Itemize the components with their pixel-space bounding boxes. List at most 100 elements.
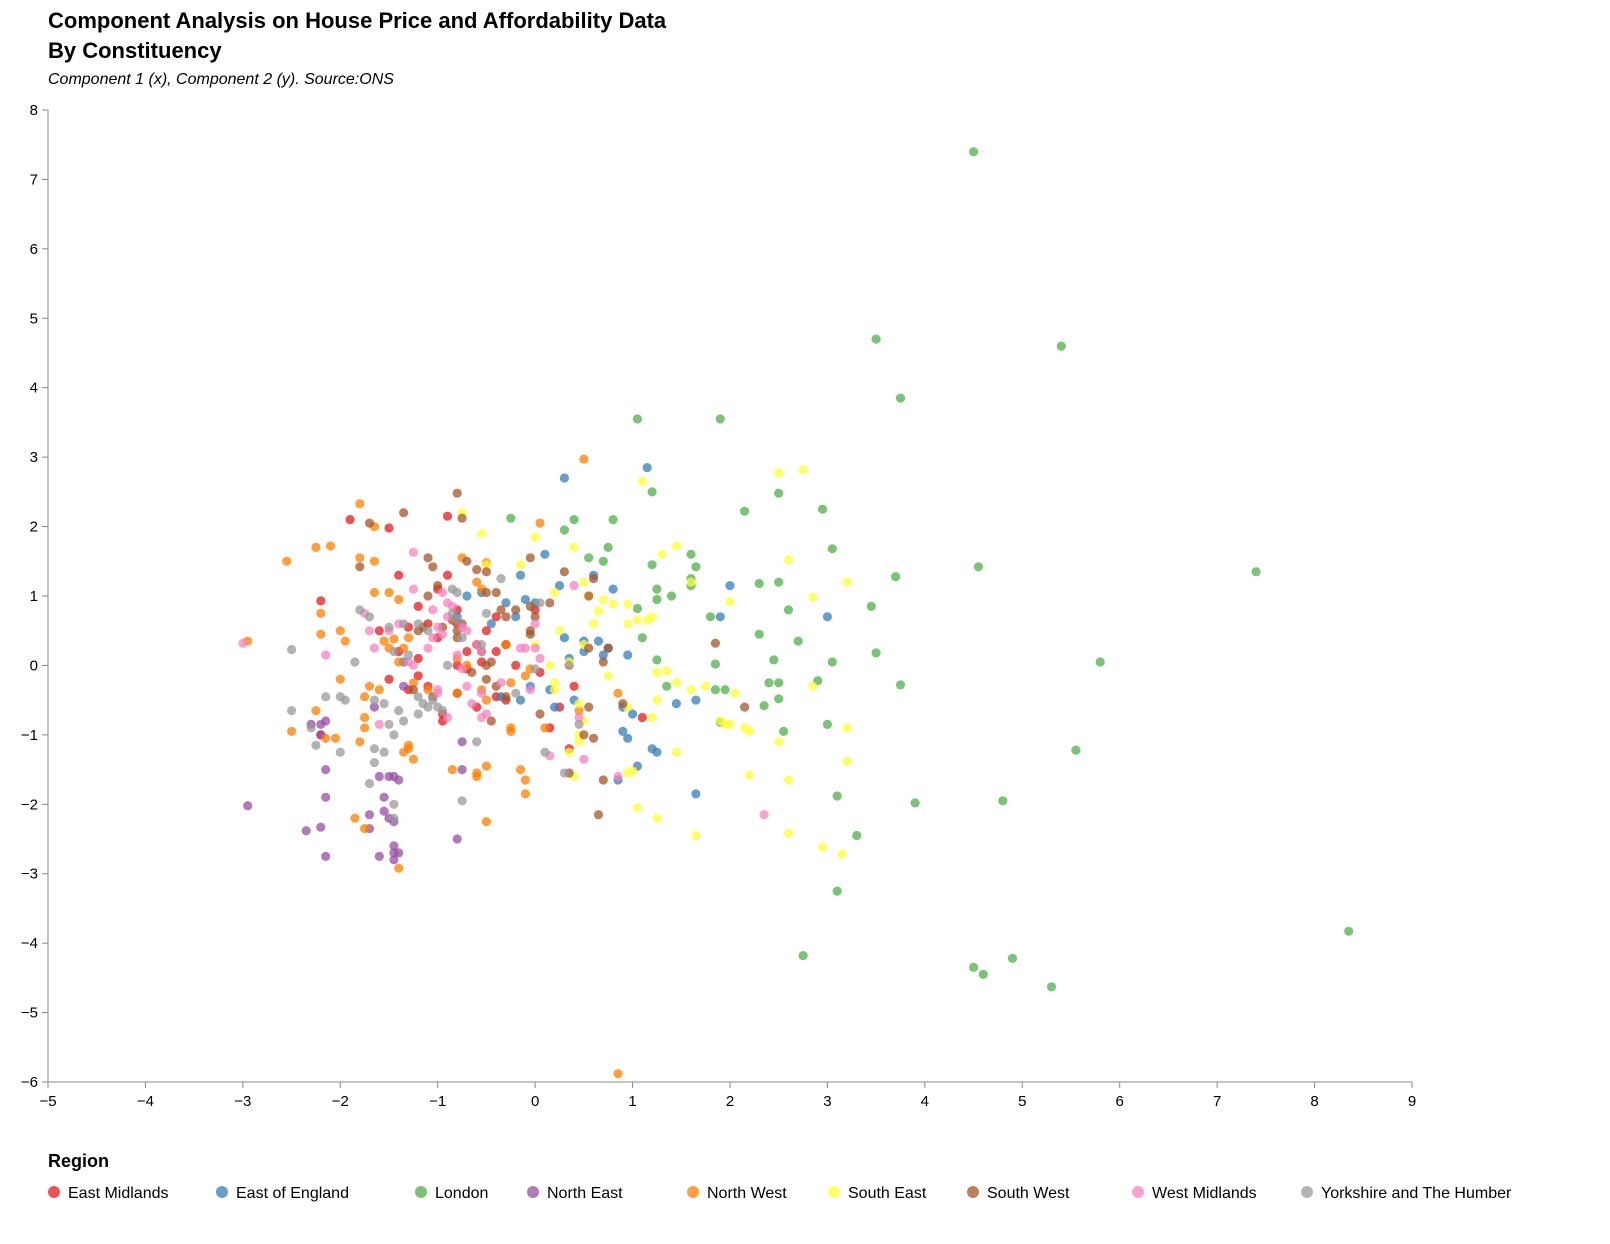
data-point	[584, 591, 594, 601]
data-point	[710, 638, 721, 648]
x-tick-label: −3	[234, 1093, 251, 1110]
data-point	[384, 587, 394, 598]
y-tick-label: −6	[21, 1074, 38, 1091]
data-point	[550, 587, 560, 598]
data-point	[462, 556, 472, 566]
data-point	[374, 719, 384, 730]
data-point	[686, 685, 696, 695]
data-point	[438, 587, 448, 598]
data-point	[871, 648, 881, 658]
chart-title-line-1: Component Analysis on House Price and Af…	[48, 8, 667, 33]
data-point	[496, 605, 506, 615]
data-point	[355, 605, 365, 615]
data-point	[559, 633, 570, 643]
data-point	[623, 650, 633, 660]
data-point	[335, 747, 345, 757]
data-point	[808, 681, 818, 691]
legend-label: East of England	[236, 1185, 349, 1202]
legend-swatch	[527, 1186, 539, 1198]
data-point	[969, 962, 979, 973]
data-point	[608, 599, 618, 609]
legend-swatch	[828, 1186, 840, 1198]
data-point	[335, 692, 345, 702]
data-point	[413, 653, 423, 664]
data-point	[321, 733, 331, 743]
data-point	[501, 598, 511, 608]
legend-label: London	[435, 1185, 488, 1202]
data-point	[671, 699, 682, 709]
data-point	[574, 712, 584, 723]
data-point	[408, 678, 418, 688]
data-point	[384, 523, 394, 533]
x-tick-label: 3	[823, 1093, 831, 1110]
data-point	[394, 706, 404, 716]
y-tick-label: 7	[30, 171, 38, 188]
data-point	[374, 851, 384, 862]
y-tick-label: 8	[30, 102, 38, 119]
data-point	[360, 712, 370, 723]
data-point	[394, 657, 404, 667]
data-point	[452, 615, 462, 625]
data-point	[652, 655, 662, 665]
data-point	[540, 723, 550, 733]
data-point	[452, 488, 462, 498]
data-point	[511, 688, 521, 698]
data-point	[1071, 745, 1081, 755]
data-point	[321, 692, 331, 702]
data-point	[335, 626, 345, 636]
data-point	[330, 733, 340, 743]
data-point	[691, 562, 701, 572]
data-point	[550, 702, 560, 712]
x-tick-label: 0	[531, 1093, 539, 1110]
data-point	[394, 863, 404, 873]
data-point	[515, 695, 526, 705]
data-point	[584, 643, 594, 653]
data-point	[822, 612, 833, 622]
data-point	[589, 733, 599, 743]
data-point	[282, 556, 292, 566]
data-point	[364, 626, 375, 636]
data-point	[511, 660, 521, 671]
data-point	[399, 716, 409, 726]
data-point	[740, 702, 750, 712]
data-point	[394, 594, 404, 605]
data-point	[593, 606, 604, 616]
y-tick-label: −2	[21, 796, 38, 813]
data-point	[730, 688, 740, 698]
data-point	[403, 650, 414, 660]
data-point	[360, 723, 370, 733]
data-point	[691, 830, 701, 841]
data-point	[491, 646, 501, 657]
data-point	[852, 830, 862, 841]
data-point	[433, 688, 443, 698]
data-point	[652, 813, 662, 823]
data-point	[827, 544, 837, 554]
data-point	[408, 685, 418, 695]
data-point	[350, 813, 360, 823]
data-point	[355, 499, 365, 509]
data-point	[433, 622, 443, 632]
data-point	[598, 556, 608, 566]
y-tick-label: −3	[21, 866, 38, 883]
data-point	[764, 678, 774, 688]
data-point	[579, 754, 589, 764]
data-point	[973, 562, 984, 572]
data-point	[710, 685, 721, 695]
data-point	[506, 678, 516, 688]
data-point	[1046, 982, 1057, 992]
data-point	[554, 581, 565, 591]
data-point	[355, 553, 365, 563]
data-point	[744, 770, 755, 780]
data-point	[550, 678, 560, 688]
data-point	[287, 706, 297, 716]
data-point	[394, 848, 404, 858]
data-point	[535, 653, 545, 664]
data-point	[477, 646, 487, 657]
data-point	[657, 549, 667, 559]
data-point	[686, 577, 696, 587]
data-point	[666, 591, 677, 601]
data-point	[379, 699, 389, 709]
data-point	[481, 674, 491, 684]
data-point	[413, 671, 423, 681]
